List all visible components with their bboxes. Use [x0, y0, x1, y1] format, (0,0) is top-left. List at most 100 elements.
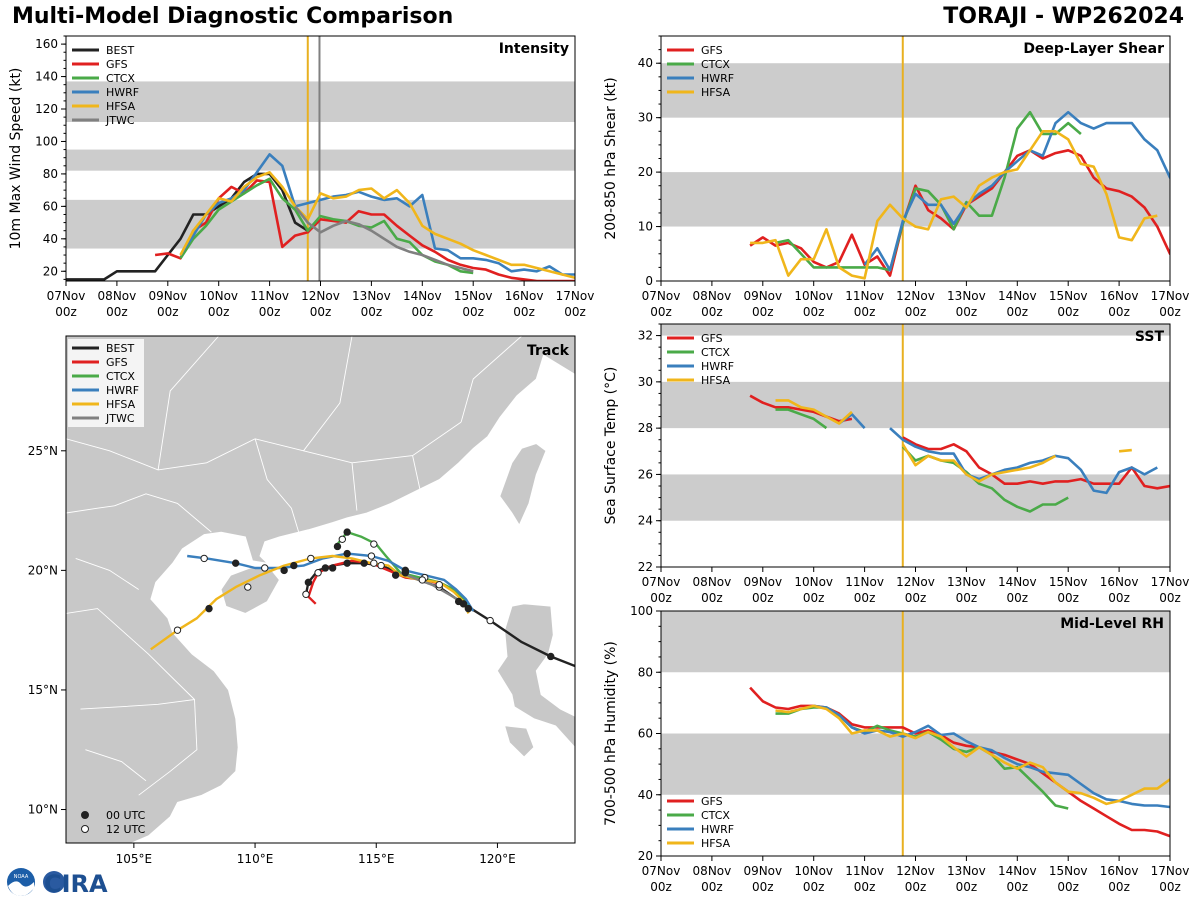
track-legend-box — [68, 339, 144, 427]
intensity-y-axis-label: 10m Max Wind Speed (kt) — [8, 68, 24, 250]
intensity-x-tick-hour: 00z — [55, 305, 77, 319]
track-marker-legend-symbol — [81, 825, 89, 833]
intensity-x-tick-hour: 00z — [157, 305, 179, 319]
cira-logo: NOAA CIRA — [7, 868, 108, 898]
shear-y-tick-label: 40 — [638, 56, 653, 70]
rh-x-tick-date: 10Nov — [794, 864, 833, 878]
shear-legend-label: GFS — [701, 44, 723, 57]
rh-series-hfsa — [775, 704, 1170, 806]
rh-y-tick-label: 80 — [638, 665, 653, 679]
intensity-x-tick-date: 09Nov — [148, 289, 187, 303]
intensity-x-tick-date: 16Nov — [505, 289, 544, 303]
intensity-x-tick-date: 14Nov — [403, 289, 442, 303]
track-marker-legend-label: 00 UTC — [106, 809, 146, 822]
sst-threshold-band — [661, 324, 1170, 336]
intensity-x-tick-date: 13Nov — [352, 289, 391, 303]
storm-id-title: TORAJI - WP262024 — [943, 4, 1184, 29]
intensity-y-tick-label: 80 — [43, 167, 58, 181]
province-boundary — [254, 438, 300, 533]
track-position-marker — [343, 549, 351, 558]
shear-x-tick-date: 14Nov — [998, 289, 1037, 303]
shear-y-tick-label: 0 — [645, 274, 653, 288]
rh-threshold-band — [661, 733, 1170, 795]
sst-legend-label: GFS — [701, 332, 723, 345]
rh-x-tick-hour: 00z — [1057, 880, 1079, 894]
intensity-x-tick-hour: 00z — [564, 305, 586, 319]
shear-legend-label: HWRF — [701, 72, 734, 85]
rh-y-axis-label: 700-500 hPa Humidity (%) — [603, 641, 619, 826]
shear-x-tick-hour: 00z — [1007, 305, 1029, 319]
track-y-tick-label: 25°N — [28, 444, 58, 458]
shear-x-tick-date: 15Nov — [1049, 289, 1088, 303]
mindoro-island — [504, 725, 535, 758]
sst-x-tick-hour: 00z — [1108, 591, 1130, 605]
sst-x-tick-date: 15Nov — [1049, 575, 1088, 589]
shear-x-tick-date: 11Nov — [845, 289, 884, 303]
track-position-marker — [370, 559, 378, 567]
intensity-x-tick-hour: 00z — [361, 305, 383, 319]
shear-x-tick-hour: 00z — [650, 305, 672, 319]
sst-x-tick-hour: 00z — [956, 591, 978, 605]
sst-y-tick-label: 28 — [638, 421, 653, 435]
shear-x-tick-date: 09Nov — [743, 289, 782, 303]
sst-x-tick-hour: 00z — [854, 591, 876, 605]
intensity-x-tick-hour: 00z — [208, 305, 230, 319]
rh-x-tick-hour: 00z — [650, 880, 672, 894]
track-panel: 105°E 110°E 115°E 120°E 10°N 15°N 20°N 25°N Trac… — [28, 335, 576, 866]
track-position-marker — [314, 569, 322, 577]
sst-x-tick-date: 08Nov — [693, 575, 732, 589]
track-x-tick-label: 120°E — [479, 852, 516, 866]
track-position-marker — [200, 554, 208, 563]
intensity-legend-label: CTCX — [106, 72, 135, 85]
intensity-y-tick-label: 20 — [43, 264, 58, 278]
rh-x-tick-date: 08Nov — [693, 864, 732, 878]
track-position-marker — [486, 616, 494, 625]
rh-y-tick-label: 100 — [630, 604, 653, 618]
sst-series-ctcx — [775, 408, 828, 430]
sst-x-tick-date: 11Nov — [845, 575, 884, 589]
sst-x-tick-hour: 00z — [803, 591, 825, 605]
shear-panel-title: Deep-Layer Shear — [1023, 41, 1164, 57]
track-position-marker — [418, 576, 426, 584]
track-position-marker — [435, 581, 443, 589]
intensity-y-tick-label: 120 — [35, 102, 58, 116]
rh-panel: 20 40 60 80 100 07Nov 00z 08Nov 00z 09Nov 00z 10Nov… — [603, 604, 1189, 894]
intensity-x-tick-hour: 00z — [513, 305, 535, 319]
shear-x-tick-date: 12Nov — [896, 289, 935, 303]
shear-threshold-band — [661, 172, 1170, 227]
rh-y-tick-label: 40 — [638, 788, 653, 802]
rh-x-tick-date: 17Nov — [1151, 864, 1190, 878]
intensity-threshold-band — [66, 149, 575, 171]
track-legend-label: HFSA — [106, 398, 136, 411]
track-frame — [65, 335, 576, 844]
sst-series-hfsa — [1118, 448, 1132, 453]
shear-y-axis-label: 200-850 hPa Shear (kt) — [603, 77, 619, 239]
intensity-series-hfsa — [179, 171, 575, 280]
track-position-marker — [205, 604, 213, 613]
track-position-marker — [231, 559, 240, 567]
intensity-y-tick-label: 160 — [35, 37, 58, 51]
track-position-marker — [307, 554, 315, 563]
shear-threshold-band — [661, 63, 1170, 118]
track-position-marker — [401, 566, 410, 575]
rh-x-tick-hour: 00z — [1108, 880, 1130, 894]
intensity-y-tick-label: 60 — [43, 199, 58, 213]
track-position-marker — [377, 561, 385, 570]
track-position-marker — [370, 540, 378, 548]
shear-x-tick-date: 07Nov — [642, 289, 681, 303]
shear-series-group — [749, 110, 1170, 280]
intensity-legend-label: GFS — [106, 58, 128, 71]
intensity-x-tick-date: 12Nov — [301, 289, 340, 303]
noaa-wave-icon — [8, 881, 34, 896]
rh-x-tick-date: 12Nov — [896, 864, 935, 878]
track-legend-label: CTCX — [106, 370, 135, 383]
sst-series-group — [749, 394, 1170, 513]
intensity-x-tick-date: 15Nov — [454, 289, 493, 303]
rh-series-group — [749, 686, 1170, 838]
mainland-landmass — [66, 336, 575, 843]
shear-y-tick-label: 20 — [638, 165, 653, 179]
sst-x-tick-date: 10Nov — [794, 575, 833, 589]
intensity-x-tick-date: 08Nov — [98, 289, 137, 303]
track-x-tick-label: 115°E — [358, 852, 395, 866]
rh-legend-label: HFSA — [701, 837, 731, 850]
